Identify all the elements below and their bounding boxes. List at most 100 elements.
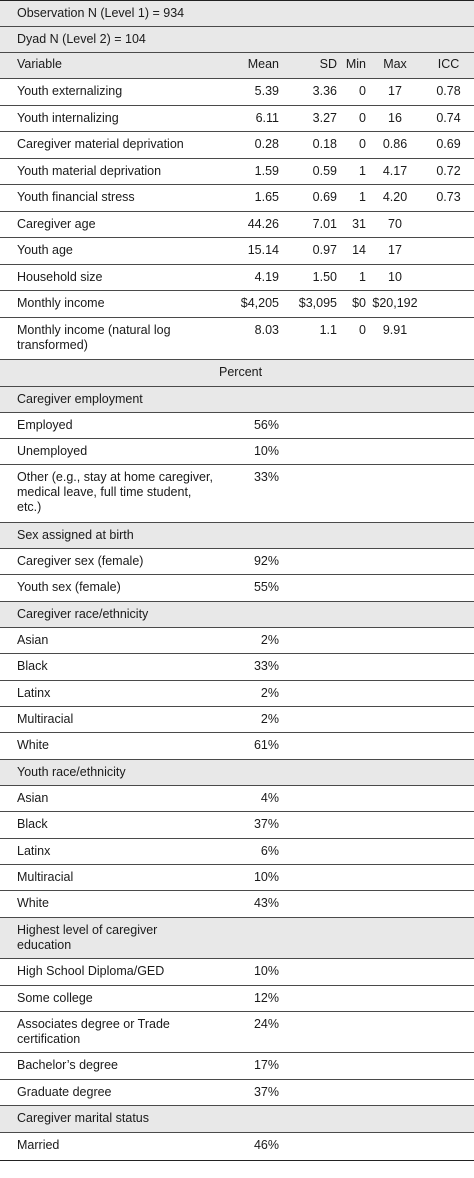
sd-cell: 0.97 [312,243,337,257]
mean-cell: 0.28 [254,137,279,151]
table-row: Youth financial stress 1.65 0.69 1 4.20 … [0,185,474,212]
table-row: Youth sex (female) 55% [0,575,474,602]
section-row: Caregiver employment [0,387,474,413]
section-row: Youth race/ethnicity [0,760,474,786]
header-min: Min [345,57,366,71]
variable-cell: Monthly income [17,296,105,310]
table-row: Household size 4.19 1.50 1 10 [0,265,474,291]
category-label: Asian [17,633,49,647]
sd-cell: 7.01 [312,217,337,231]
percent-cell [219,602,281,607]
percent-cell: 92% [253,554,279,568]
icc-cell [423,212,474,217]
table-row: Caregiver age 44.26 7.01 31 70 [0,212,474,238]
mean-cell: $4,205 [240,296,279,310]
min-cell: $0 [352,296,366,310]
table-row: Some college 12% [0,986,474,1012]
min-cell: 31 [352,217,366,231]
variable-cell: Youth externalizing [17,84,123,98]
column-header-row: Variable Mean SD Min Max ICC [0,53,474,79]
variable-cell: Youth financial stress [17,190,135,204]
sd-cell: 3.36 [312,84,337,98]
mean-cell: 15.14 [247,243,279,257]
max-cell: 10 [388,270,402,284]
observation-n-text: Observation N (Level 1) = 934 [17,6,185,20]
section-label: Sex assigned at birth [17,528,134,542]
category-label: Black [17,659,48,673]
table-row: Caregiver material deprivation 0.28 0.18… [0,132,474,159]
icc-cell: 0.78 [436,84,461,98]
category-label: Bachelor’s degree [17,1058,118,1072]
category-label: Latinx [17,686,51,700]
variable-cell: Monthly income (natural log transformed) [17,323,171,352]
category-label: Graduate degree [17,1085,112,1099]
sd-cell: $3,095 [298,296,337,310]
table-row: Youth internalizing 6.11 3.27 0 16 0.74 [0,106,474,132]
dyad-n-row: Dyad N (Level 2) = 104 [0,27,474,53]
header-mean: Mean [247,57,279,71]
observation-n-row: Observation N (Level 1) = 934 [0,1,474,27]
mean-cell: 44.26 [247,217,279,231]
max-cell: 9.91 [382,323,408,337]
mean-cell: 5.39 [254,84,279,98]
percent-cell [219,523,281,528]
table-row: Youth age 15.14 0.97 14 17 [0,238,474,265]
category-label: Employed [17,418,73,432]
category-label: Multiracial [17,870,74,884]
sd-cell: 1.50 [312,270,337,284]
percent-cell: 12% [253,991,279,1005]
section-row: Sex assigned at birth [0,523,474,549]
table-row: Associates degree or Trade certification… [0,1012,474,1053]
category-label: Latinx [17,844,51,858]
table-row: White 43% [0,891,474,918]
mean-cell: 6.11 [255,111,279,125]
min-cell: 0 [359,323,366,337]
table-row: White 61% [0,733,474,760]
percent-cell [219,1106,281,1111]
section-row: Caregiver race/ethnicity [0,602,474,628]
percent-cell [219,387,281,392]
category-label: High School Diploma/GED [17,964,165,978]
min-cell: 1 [359,190,366,204]
category-label: Caregiver sex (female) [17,554,144,568]
percent-cell: 43% [253,896,279,910]
sd-cell: 3.27 [312,111,337,125]
max-cell: 4.17 [382,164,408,178]
table-row: Graduate degree 37% [0,1080,474,1106]
min-cell: 0 [359,84,366,98]
table-row: Asian 2% [0,628,474,654]
max-cell: 17 [388,84,402,98]
header-icc: ICC [437,57,460,71]
max-cell: 4.20 [382,190,408,204]
icc-cell [423,291,474,296]
sd-cell: 1.1 [319,323,337,337]
table-row: Latinx 2% [0,681,474,707]
category-label: Multiracial [17,712,74,726]
variable-cell: Youth material deprivation [17,164,162,178]
percent-cell: 6% [260,844,279,858]
max-cell: 16 [388,111,402,125]
max-cell: $20,192 [372,296,418,310]
table-row: Youth material deprivation 1.59 0.59 1 4… [0,159,474,185]
percent-cell [219,760,281,765]
percent-cell: 56% [253,418,279,432]
max-cell: 17 [388,243,402,257]
mean-cell: 4.19 [254,270,279,284]
icc-cell: 0.69 [436,137,461,151]
max-cell: 70 [388,217,402,231]
table-row: Youth externalizing 5.39 3.36 0 17 0.78 [0,79,474,106]
min-cell: 1 [359,270,366,284]
min-cell: 1 [359,164,366,178]
percent-cell: 2% [260,686,279,700]
category-label: Unemployed [17,444,88,458]
icc-cell: 0.74 [436,111,461,125]
percent-cell: 37% [253,1085,279,1099]
percent-cell: 37% [253,817,279,831]
category-label: Asian [17,791,49,805]
table-row: Caregiver sex (female) 92% [0,549,474,575]
category-label: Black [17,817,48,831]
percent-cell: 2% [260,712,279,726]
max-cell: 0.86 [382,137,408,151]
sd-cell: 0.69 [312,190,337,204]
